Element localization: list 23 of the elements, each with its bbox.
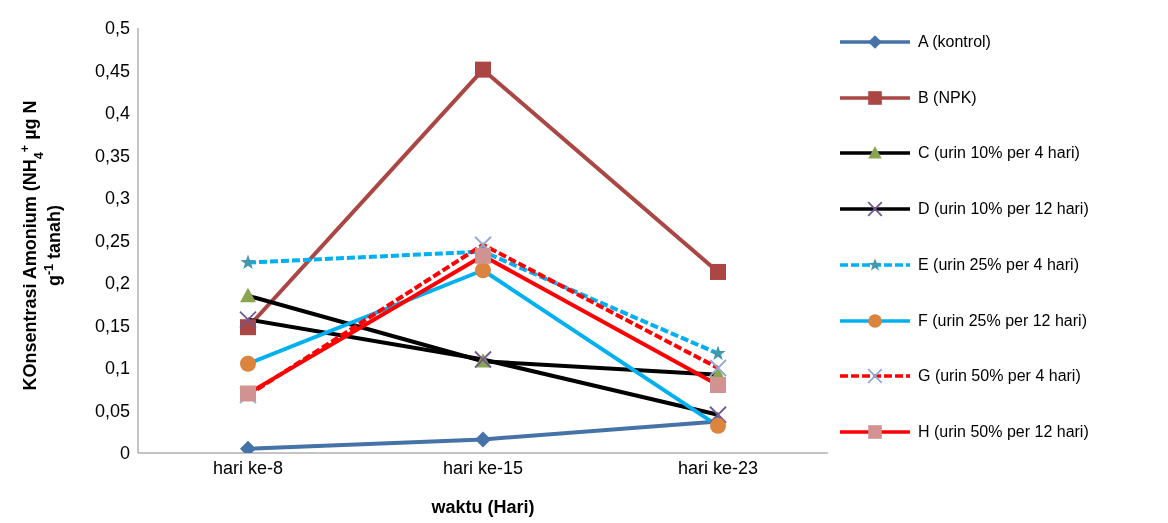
y-tick-label: 0 — [119, 443, 130, 464]
legend-label: G (urin 50% per 4 hari) — [918, 367, 1081, 386]
y-tick-label: 0,25 — [94, 230, 130, 251]
y-tick-label: 0,05 — [94, 400, 130, 421]
legend-label: H (urin 50% per 12 hari) — [918, 422, 1089, 441]
x-tick-label: hari ke-8 — [212, 457, 284, 478]
y-tick-label: 0,2 — [104, 273, 130, 294]
legend-label: F (urin 25% per 12 hari) — [918, 311, 1087, 330]
y-tick-label: 0,35 — [94, 145, 130, 166]
y-tick-label: 0,3 — [104, 188, 130, 209]
x-tick-label: hari ke-15 — [442, 457, 524, 478]
y-tick-label: 0,1 — [104, 358, 130, 379]
legend-label: D (urin 10% per 12 hari) — [918, 200, 1089, 219]
x-tick-label: hari ke-23 — [677, 457, 759, 478]
y-tick-label: 0,15 — [94, 315, 130, 336]
legend-label: E (urin 25% per 4 hari) — [918, 255, 1079, 274]
legend-label: C (urin 10% per 4 hari) — [918, 144, 1080, 163]
y-tick-label: 0,45 — [94, 60, 130, 81]
y-tick-label: 0,5 — [104, 18, 130, 39]
y-tick-label: 0,4 — [104, 103, 130, 124]
x-axis-title: waktu (Hari) — [430, 497, 535, 517]
legend-label: B (NPK) — [918, 88, 977, 107]
legend-label: A (kontrol) — [918, 33, 991, 51]
